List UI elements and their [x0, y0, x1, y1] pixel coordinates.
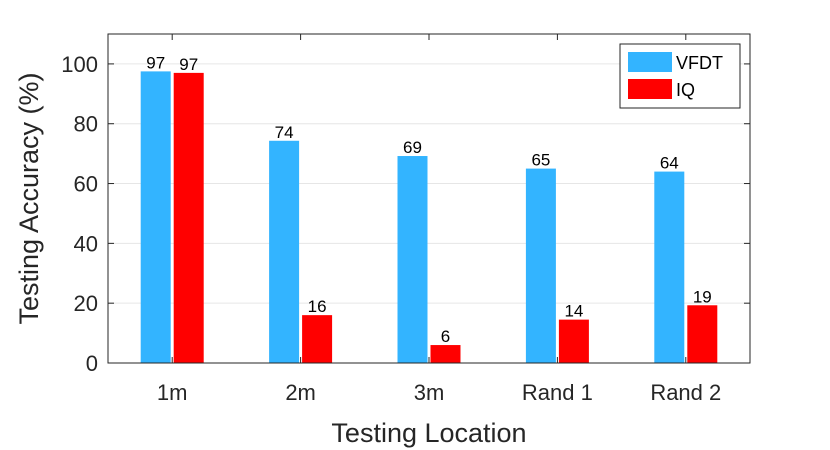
data-label: 69	[403, 138, 422, 157]
y-tick-label: 20	[74, 291, 98, 316]
bar-iq-2m	[302, 315, 333, 363]
legend: VFDT IQ	[619, 43, 741, 109]
bar-iq-rand-2	[687, 305, 718, 363]
y-tick-label: 60	[74, 172, 98, 197]
data-label: 74	[275, 123, 294, 142]
data-label: 19	[693, 287, 712, 306]
bar-vfdt-rand-2	[654, 171, 685, 363]
x-tick-label: Rand 1	[522, 380, 593, 405]
y-tick-label: 100	[61, 52, 98, 77]
bar-iq-rand-1	[558, 319, 589, 363]
data-labels: 97 97 74 16 69 6 65 14 64 19	[146, 53, 712, 346]
gridlines	[108, 63, 750, 304]
bar-iq-1m	[173, 72, 204, 363]
data-label: 97	[146, 53, 165, 72]
data-label: 97	[179, 55, 198, 74]
y-axis-title: Testing Accuracy (%)	[14, 72, 44, 324]
bar-vfdt-1m	[140, 71, 171, 364]
bars	[140, 71, 718, 364]
y-tick-label: 0	[86, 351, 98, 376]
bar-vfdt-rand-1	[525, 168, 556, 363]
y-tick-label: 40	[74, 231, 98, 256]
legend-label-vfdt: VFDT	[676, 53, 723, 73]
x-tick-label: 2m	[285, 380, 316, 405]
bar-vfdt-2m	[269, 140, 300, 363]
x-axis-title: Testing Location	[331, 418, 526, 448]
legend-label-iq: IQ	[676, 80, 695, 100]
legend-swatch-vfdt	[628, 52, 672, 72]
data-label: 65	[531, 151, 550, 170]
data-label: 16	[308, 297, 327, 316]
legend-swatch-iq	[628, 79, 672, 99]
data-label: 64	[660, 154, 679, 173]
bar-vfdt-3m	[397, 156, 428, 363]
y-tick-label: 80	[74, 112, 98, 137]
data-label: 14	[564, 302, 583, 321]
x-tick-label: 1m	[157, 380, 188, 405]
x-tick-label: 3m	[414, 380, 445, 405]
bar-iq-3m	[430, 345, 461, 363]
x-tick-label: Rand 2	[650, 380, 721, 405]
data-label: 6	[441, 327, 450, 346]
x-axis-ticks: 1m 2m 3m Rand 1 Rand 2	[157, 34, 721, 405]
y-axis-ticks: 0 20 40 60 80 100	[61, 52, 750, 376]
